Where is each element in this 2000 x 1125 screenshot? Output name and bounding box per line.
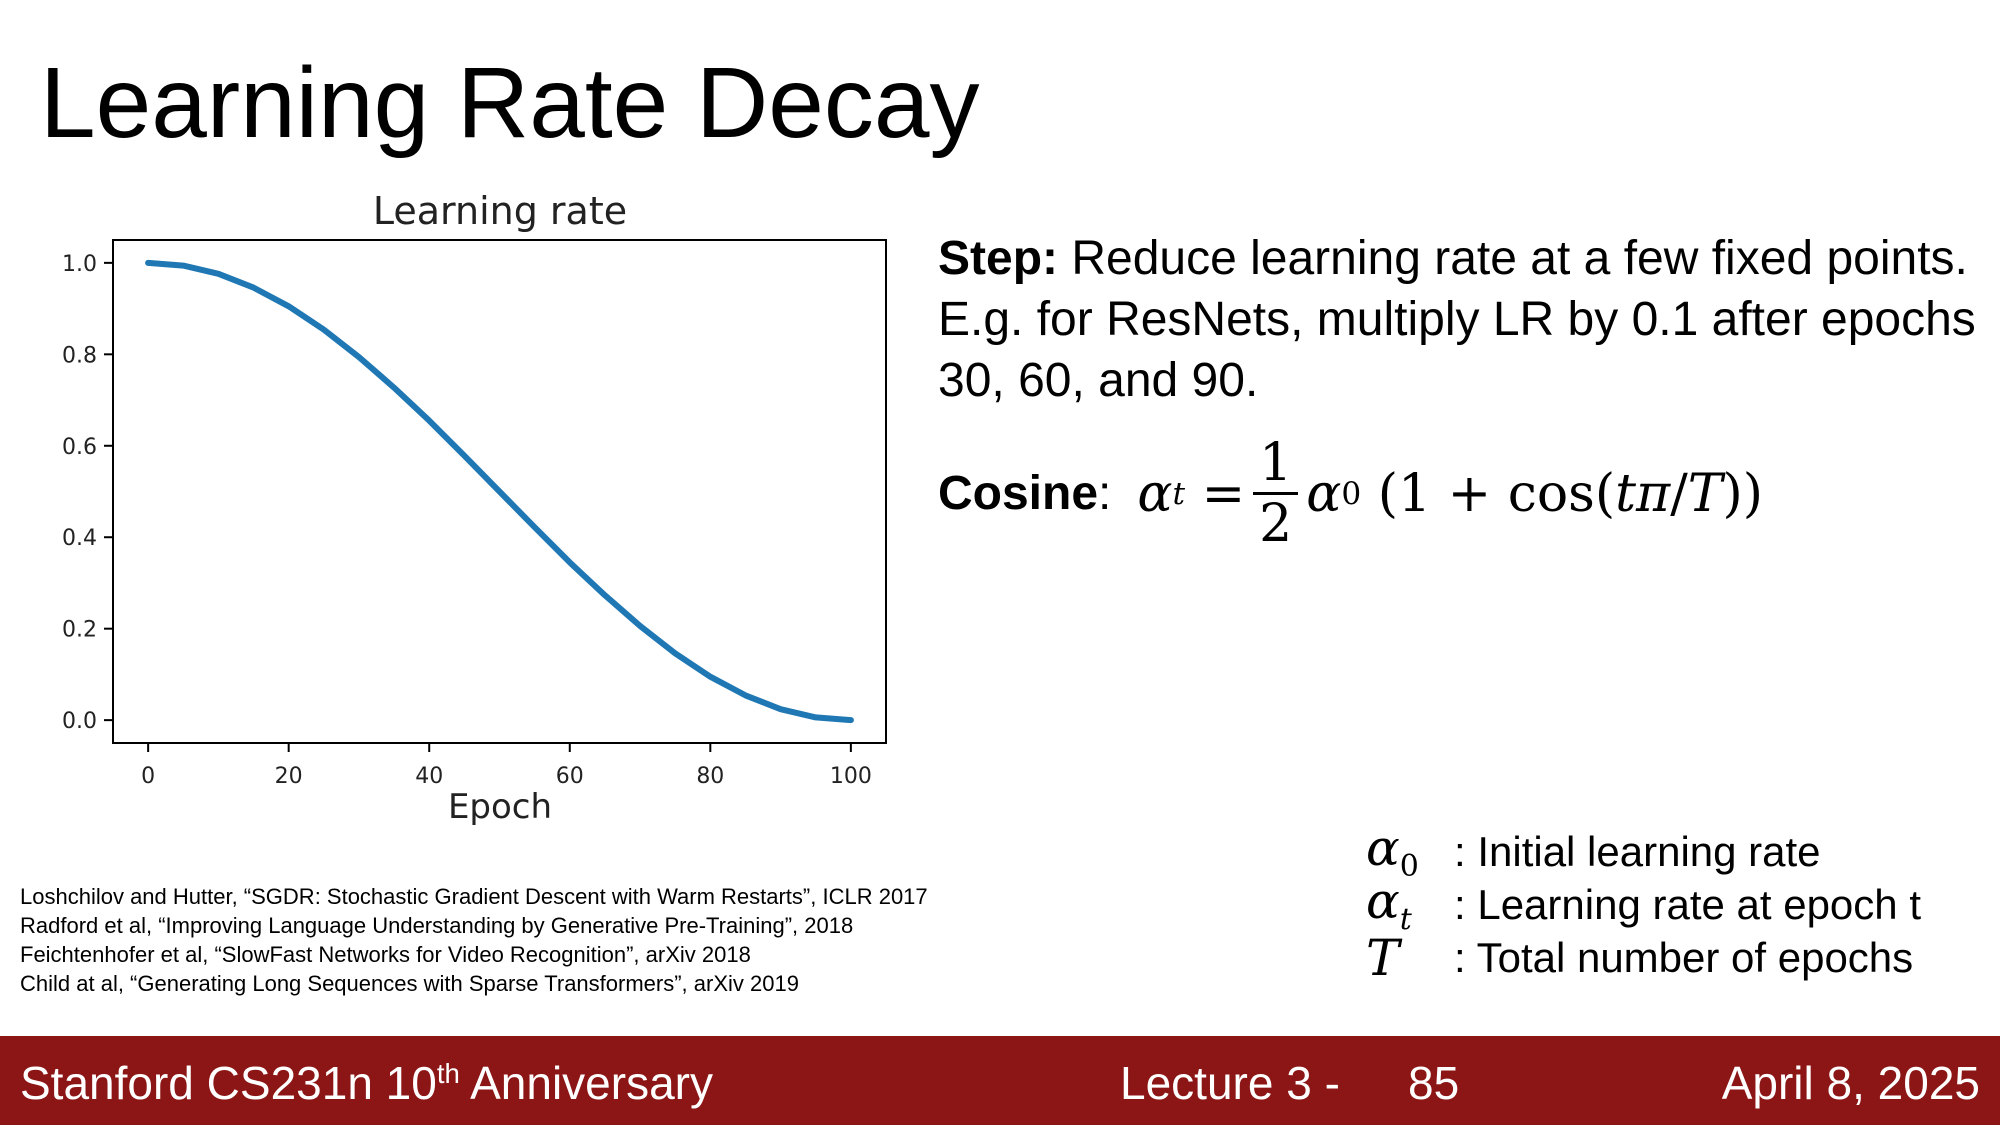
y-tick-label: 0.8 — [62, 343, 97, 368]
legend-row-alpha0: α0 : Initial learning rate — [1366, 819, 1921, 884]
y-tick-label: 0.0 — [62, 709, 97, 734]
references: Loshchilov and Hutter, “SGDR: Stochastic… — [20, 882, 928, 998]
reference-item: Loshchilov and Hutter, “SGDR: Stochastic… — [20, 884, 928, 909]
alpha0-symbol: α0 — [1366, 819, 1419, 884]
footer-course: Stanford CS231n 10th Anniversary — [20, 1056, 713, 1110]
footer-lecture: Lecture 3 - — [1120, 1057, 1340, 1109]
course-sup: th — [436, 1058, 460, 1089]
x-tick-label: 60 — [556, 764, 584, 789]
course-suffix: Anniversary — [459, 1057, 713, 1109]
symbol-legend: α0 : Initial learning rate αt : Learning… — [1366, 819, 1921, 987]
slide-title: Learning Rate Decay — [40, 47, 980, 159]
course-prefix: Stanford CS231n 10 — [20, 1057, 437, 1109]
step-description: Step: Reduce learning rate at a few fixe… — [938, 228, 1978, 411]
y-tick-label: 0.6 — [62, 435, 97, 460]
step-label: Step: — [938, 232, 1058, 285]
x-tick-label: 0 — [141, 764, 155, 789]
footer-bar: Stanford CS231n 10th Anniversary Lecture… — [0, 1036, 2000, 1125]
x-tick-label: 40 — [415, 764, 443, 789]
cosine-label: Cosine — [938, 467, 1099, 520]
y-tick-label: 0.2 — [62, 618, 97, 643]
x-tick-label: 100 — [830, 764, 872, 789]
reference-item: Feichtenhofer et al, “SlowFast Networks … — [20, 942, 751, 967]
T-symbol: T — [1366, 928, 1400, 987]
reference-item: Child at al, “Generating Long Sequences … — [20, 971, 799, 996]
footer-page-number: 85 — [1408, 1057, 1460, 1109]
chart-title: Learning rate — [373, 189, 627, 233]
y-tick-label: 0.4 — [62, 526, 97, 551]
legend-text: : Learning rate at epoch t — [1454, 880, 1921, 928]
legend-text: : Initial learning rate — [1454, 827, 1821, 875]
y-tick-label: 1.0 — [62, 252, 97, 277]
legend-row-T: T : Total number of epochs — [1366, 928, 1921, 987]
plot-frame — [112, 239, 887, 744]
series-line — [145, 259, 854, 724]
legend-text: : Total number of epochs — [1454, 933, 1914, 981]
legend-row-alphat: αt : Learning rate at epoch t — [1366, 872, 1921, 937]
cosine-colon: : — [1098, 467, 1112, 520]
reference-item: Radford et al, “Improving Language Under… — [20, 913, 854, 938]
x-tick-label: 20 — [275, 764, 303, 789]
alphat-symbol: αt — [1366, 872, 1412, 937]
footer-date: April 8, 2025 — [1721, 1057, 1980, 1109]
x-tick-label: 80 — [696, 764, 724, 789]
x-axis-label: Epoch — [448, 787, 552, 827]
step-text: Reduce learning rate at a few fixed poin… — [938, 232, 1976, 407]
